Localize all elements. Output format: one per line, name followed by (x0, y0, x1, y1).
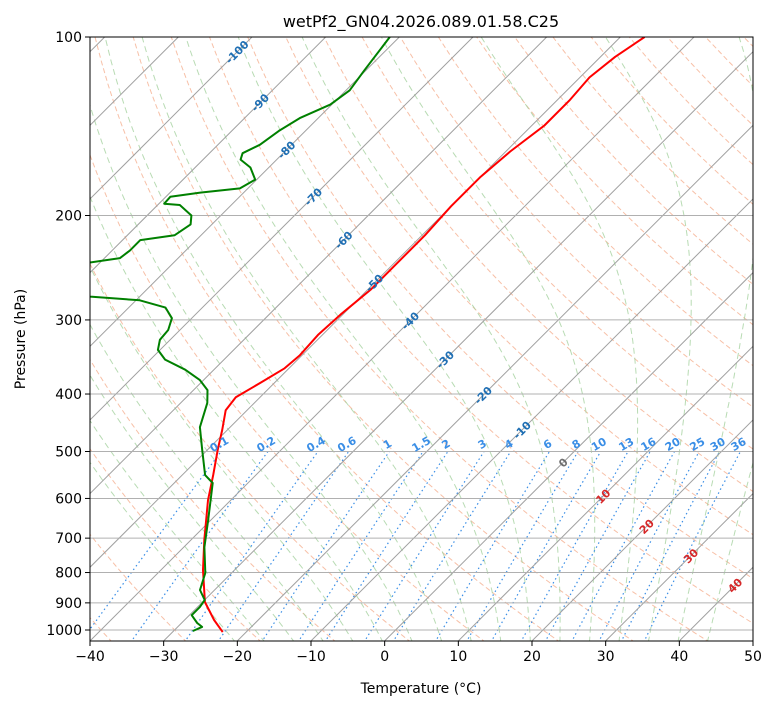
dry-adiabat (286, 37, 775, 643)
dry-adiabat (706, 37, 775, 643)
isotherm-line (16, 37, 620, 641)
isotherm-label: 10 (593, 486, 613, 506)
mixing-ratio-line (598, 452, 699, 643)
mixing-ratio-line (393, 452, 511, 643)
dry-adiabat (0, 37, 337, 643)
dry-adiabat (362, 37, 775, 643)
dry-adiabat (0, 37, 262, 643)
mixing-ratio-label: 6 (541, 437, 554, 452)
x-tick-label: −20 (223, 649, 253, 665)
moist-adiabat (606, 37, 692, 643)
dry-adiabat (19, 37, 412, 643)
y-tick-label: 800 (55, 566, 82, 582)
isotherm-label: -100 (223, 38, 252, 67)
isotherm-line (90, 37, 694, 641)
isotherm-line (458, 37, 775, 641)
isotherm-label: -90 (249, 91, 272, 114)
x-tick-label: −10 (296, 649, 326, 665)
isotherm-label: -50 (363, 272, 386, 295)
y-tick-label: 400 (55, 387, 82, 403)
mixing-ratio-label: 4 (502, 437, 515, 452)
temperature-profile (203, 37, 645, 632)
isotherm-line (0, 37, 252, 641)
moist-adiabat (0, 37, 324, 643)
x-tick-label: 50 (744, 649, 762, 665)
dry-adiabat (744, 37, 775, 643)
isotherm-label: -80 (275, 138, 298, 161)
y-axis-label: Pressure (hPa) (13, 289, 29, 389)
dry-adiabat (57, 37, 486, 643)
x-tick-label: −30 (149, 649, 179, 665)
isotherm-line (0, 37, 399, 641)
chart-title: wetPf2_GN04.2026.089.01.58.C25 (283, 12, 559, 32)
background-lines (0, 37, 775, 643)
isotherm-label: 40 (725, 576, 745, 596)
x-tick-label: 30 (597, 649, 615, 665)
moist-adiabat (21, 37, 354, 643)
x-tick-label: 10 (449, 649, 467, 665)
mixing-ratio-line (131, 452, 268, 643)
x-axis-label: Temperature (°C) (360, 681, 482, 697)
isotherm-label: -70 (302, 185, 325, 208)
moist-adiabat (481, 37, 637, 643)
y-tick-label: 200 (55, 209, 82, 225)
isotherm-label: -60 (332, 229, 355, 252)
dry-adiabat (438, 37, 775, 643)
x-tick-label: 20 (523, 649, 541, 665)
mixing-ratio-line (466, 452, 578, 643)
moist-adiabat (381, 37, 594, 643)
y-tick-label: 100 (55, 30, 82, 46)
y-tick-label: 1000 (46, 623, 82, 639)
mixing-ratio-line (571, 452, 674, 643)
mixing-ratio-line (545, 452, 651, 643)
x-tick-label: 0 (380, 649, 389, 665)
moist-adiabat (0, 37, 236, 643)
isotherm-line (385, 37, 775, 641)
x-tick-label: −40 (75, 649, 105, 665)
moist-adiabat (707, 37, 775, 643)
dry-adiabat (515, 37, 775, 643)
y-tick-label: 700 (55, 531, 82, 547)
moist-adiabat (73, 37, 412, 643)
isotherm-line (753, 37, 775, 641)
axes: −40 −30 −20 −10 0 10 20 30 40 50 100 200 300 400 500 60… (46, 30, 762, 665)
isotherm-line (0, 37, 326, 641)
isotherm-line (532, 37, 775, 641)
y-tick-label: 500 (55, 444, 82, 460)
isotherm-line (164, 37, 768, 641)
y-tick-label: 600 (55, 491, 82, 507)
isotherm-label: -10 (511, 419, 534, 442)
mixing-ratio-line (80, 452, 221, 643)
isotherm-label: -30 (434, 348, 457, 371)
mixing-ratio-label: 2 (440, 437, 453, 452)
y-tick-label: 300 (55, 313, 82, 329)
mixing-ratio-line (217, 452, 348, 643)
dry-adiabat (133, 37, 635, 643)
isotherm-line (0, 37, 547, 641)
mixing-ratio-label: 1 (381, 437, 394, 452)
mixing-ratio-line (261, 452, 389, 643)
mixing-ratio-line (325, 452, 448, 643)
x-tick-label: 40 (670, 649, 688, 665)
moist-adiabat (186, 37, 501, 643)
dry-adiabat (591, 37, 775, 643)
y-tick-label: 900 (55, 596, 82, 612)
dry-adiabat (667, 37, 775, 643)
moist-adiabat (302, 37, 560, 643)
isotherm-label: -20 (472, 384, 495, 407)
